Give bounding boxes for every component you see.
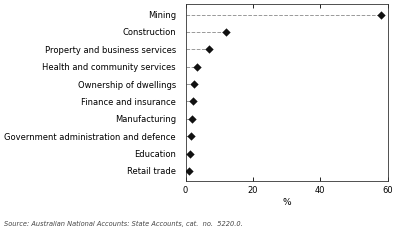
Point xyxy=(187,134,194,138)
Point xyxy=(186,169,192,173)
Point xyxy=(378,13,384,16)
Point xyxy=(189,117,195,121)
Text: Source: Australian National Accounts: State Accounts, cat.  no.  5220.0.: Source: Australian National Accounts: St… xyxy=(4,221,243,227)
Point xyxy=(191,82,197,86)
Point xyxy=(187,152,193,155)
Point xyxy=(206,47,212,51)
Point xyxy=(194,65,200,69)
Point xyxy=(190,100,196,103)
Point xyxy=(223,30,229,34)
X-axis label: %: % xyxy=(282,198,291,207)
